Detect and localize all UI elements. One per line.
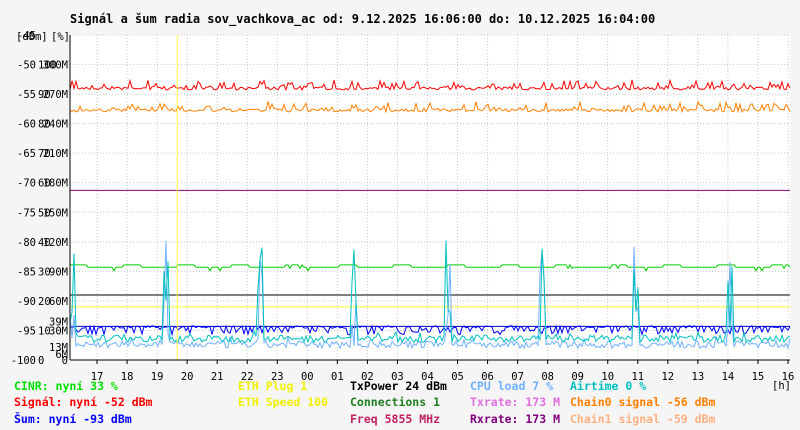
series-line [69,240,791,350]
x-tick-label: 02 [361,371,374,383]
y-tick-percent: 60 [38,178,51,190]
legend-entry: Signál: nyní -52 dBm [14,395,153,409]
y-tick-dbm: -45 [17,30,36,42]
legend-entry: Šum: nyní -93 dBm [14,411,132,426]
x-tick-label: 14 [722,371,735,383]
y-tick-dbm: -85 [17,266,36,278]
x-tick-label: 15 [752,371,765,383]
legend-entry: CINR: nyní 33 % [14,379,118,393]
y-tick-rate: 0 [62,355,68,367]
y-tick-rate-extra: 13M [49,342,68,354]
legend-entry: Chain1 signal -59 dBm [570,412,715,426]
series-line [69,240,791,344]
x-tick-label: 13 [692,371,705,383]
legend-entry: Airtime 0 % [570,379,646,393]
y-tick-dbm: -75 [17,207,36,219]
series-line [69,78,791,92]
x-unit-label: [h] [772,380,791,392]
legend-entry: TxPower 24 dBm [350,379,447,393]
legend-entry: Freq 5855 MHz [350,412,440,426]
y-tick-rate: 210M [43,148,68,160]
series-group [69,78,791,350]
y-tick-percent: 10 [38,325,51,337]
x-tick-label: 00 [301,371,314,383]
legend: CINR: nyní 33 % ETH Plug 1 TxPower 24 dBm C… [14,379,715,426]
legend-entry: Connections 1 [350,395,440,409]
x-tick-label: 07 [511,371,524,383]
y-tick-percent: 100 [38,60,57,72]
x-tick-label: 21 [211,371,224,383]
y-tick-rate-extra: 39M [49,317,68,329]
x-tick-label: 05 [451,371,464,383]
y-tick-dbm: -50 [17,60,36,72]
y-tick-percent: 50 [38,207,51,219]
x-tick-label: 06 [481,371,494,383]
x-tick-label: 20 [181,371,194,383]
x-tick-label: 09 [571,371,584,383]
y-tick-dbm: -80 [17,237,36,249]
x-tick-label: 23 [271,371,284,383]
x-tick-label: 12 [661,371,674,383]
y-tick-dbm: -100 [11,355,36,367]
y-tick-rate: 150M [43,207,68,219]
x-tick-label: 11 [631,371,644,383]
y-tick-rate: 180M [43,178,68,190]
series-line [69,100,791,114]
chart-title: Signál a šum radia sov_vachkova_ac od: 9… [70,12,655,27]
reference-lines [70,189,790,327]
unit-percent-label: [%] [51,31,70,43]
y-tick-percent: 90 [38,89,51,101]
legend-entry: Rxrate: 173 M [470,412,560,426]
grid [70,34,790,361]
y-tick-rate: 60M [49,296,68,308]
y-tick-rate: 120M [43,237,68,249]
y-tick-rate: 300M [43,60,68,72]
x-tick-label: 19 [151,371,164,383]
y-tick-rate: 240M [43,119,68,131]
series-line [70,263,791,272]
x-tick-label: 01 [331,371,344,383]
y-tick-dbm: -60 [17,119,36,131]
y-tick-dbm: -55 [17,89,36,101]
y-tick-percent: 70 [38,148,51,160]
legend-entry: ETH Speed 100 [238,395,328,409]
x-tick-label: 08 [541,371,554,383]
legend-entry: ETH Plug 1 [238,379,307,393]
y-tick-dbm: -90 [17,296,36,308]
y-tick-percent: 30 [38,266,51,278]
x-tick-label: 16 [782,371,795,383]
legend-entry: Chain0 signal -56 dBm [570,395,715,409]
x-tick-label: 22 [241,371,254,383]
x-tick-label: 17 [91,371,104,383]
x-tick-label: 03 [391,371,404,383]
y-tick-percent: 80 [38,119,51,131]
plot-area [70,35,790,360]
y-tick-dbm: -65 [17,148,36,160]
legend-entry: CPU load 7 % [470,379,553,393]
unit-dbm-label: [dBm] [16,31,48,43]
y-tick-dbm: -95 [17,325,36,337]
y-tick-rate: 90M [49,266,68,278]
y-tick-percent: 0 [38,355,44,367]
x-tick-label: 18 [121,371,134,383]
legend-entry: Txrate: 173 M [470,395,560,409]
y-tick-dbm: -70 [17,178,36,190]
y-tick-percent: 40 [38,237,51,249]
y-tick-rate: 270M [43,89,68,101]
x-tick-label: 10 [601,371,614,383]
y-tick-rate-extra: 6M [55,349,68,361]
x-tick-labels: 17 18 19 20 21 22 23 00 01 02 03 04 05 06 07 08 09 10 11 12… [91,360,795,383]
y-tick-rate: 30M [49,325,68,337]
x-tick-label: 04 [421,371,434,383]
y-tick-percent: 20 [38,296,51,308]
